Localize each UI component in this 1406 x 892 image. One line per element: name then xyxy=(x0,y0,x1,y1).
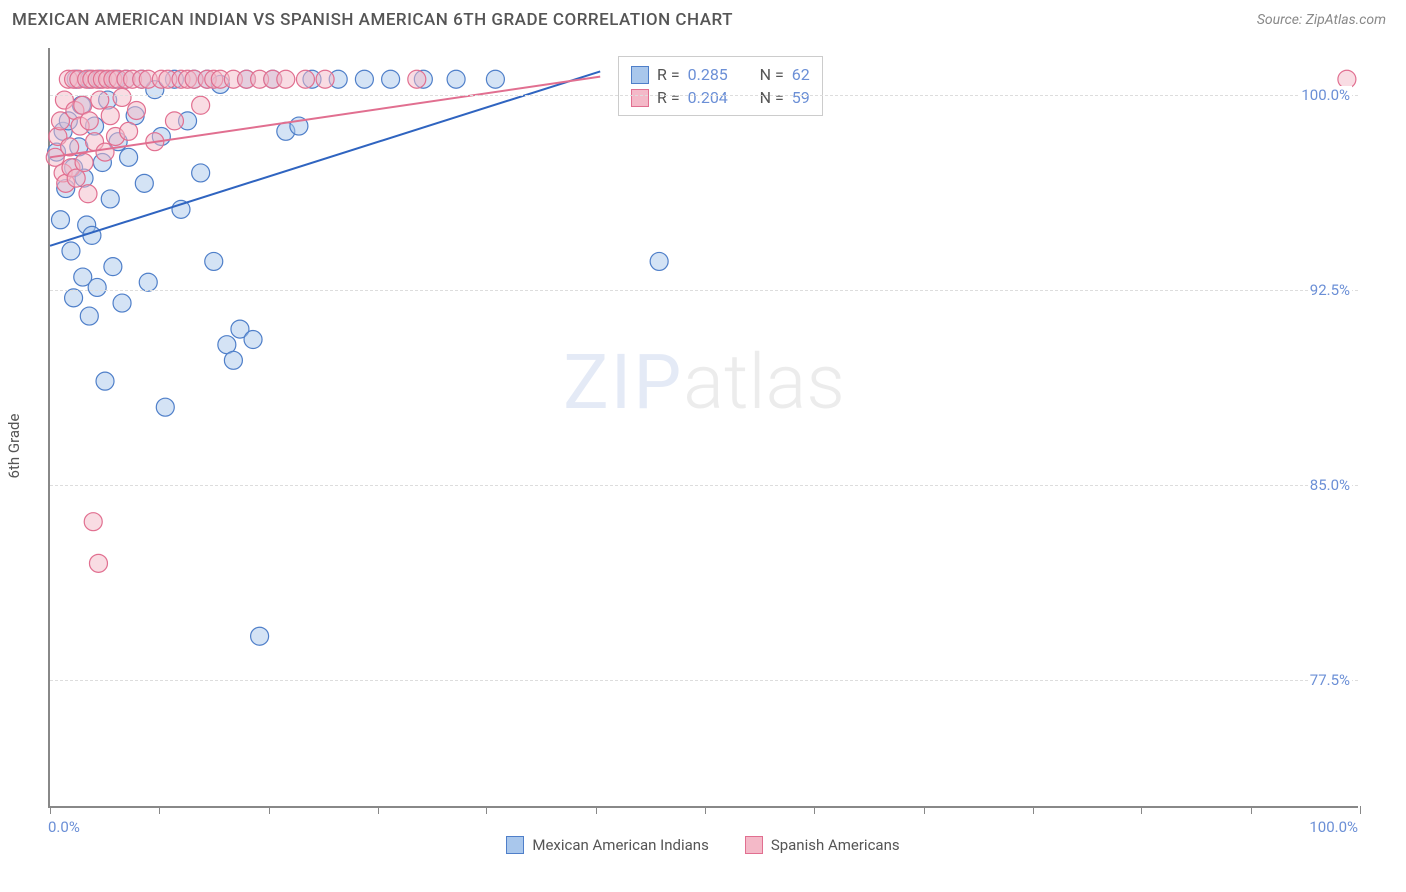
scatter-point xyxy=(382,70,400,88)
r-value: 0.285 xyxy=(688,65,746,84)
gridline xyxy=(50,290,1358,291)
scatter-point xyxy=(96,143,114,161)
scatter-point xyxy=(192,164,210,182)
scatter-point xyxy=(88,278,106,296)
scatter-point xyxy=(80,307,98,325)
legend-swatch xyxy=(631,66,649,84)
legend-swatch xyxy=(745,836,763,854)
n-value: 62 xyxy=(792,65,810,84)
scatter-point xyxy=(120,148,138,166)
chart-source: Source: ZipAtlas.com xyxy=(1257,12,1386,28)
scatter-point xyxy=(84,513,102,531)
scatter-point xyxy=(80,112,98,130)
correlation-legend: R = 0.285 N = 62 R = 0.204 N = 59 xyxy=(618,56,823,116)
scatter-point xyxy=(113,88,131,106)
x-tick xyxy=(378,806,379,814)
x-axis-label: 100.0% xyxy=(1309,818,1358,836)
scatter-point xyxy=(192,96,210,114)
legend-swatch xyxy=(631,89,649,107)
scatter-point xyxy=(62,242,80,260)
scatter-point xyxy=(277,70,295,88)
x-tick xyxy=(705,806,706,814)
x-tick xyxy=(596,806,597,814)
scatter-point xyxy=(96,372,114,390)
x-tick xyxy=(486,806,487,814)
source-name: ZipAtlas.com xyxy=(1306,12,1386,28)
scatter-point xyxy=(139,273,157,291)
scatter-point xyxy=(51,211,69,229)
x-tick xyxy=(1033,806,1034,814)
n-label: N = xyxy=(760,88,784,107)
legend-swatch xyxy=(506,836,524,854)
r-value: 0.204 xyxy=(688,88,746,107)
scatter-point xyxy=(101,107,119,125)
scatter-point xyxy=(650,252,668,270)
y-axis-label: 6th Grade xyxy=(5,414,23,479)
scatter-point xyxy=(120,122,138,140)
scatter-point xyxy=(89,554,107,572)
scatter-point xyxy=(408,70,426,88)
source-prefix: Source: xyxy=(1257,12,1306,28)
legend-label: Mexican American Indians xyxy=(532,836,708,854)
y-tick-label: 85.0% xyxy=(1308,476,1352,494)
y-tick-label: 92.5% xyxy=(1308,281,1352,299)
x-tick xyxy=(924,806,925,814)
scatter-point xyxy=(65,289,83,307)
scatter-point xyxy=(165,112,183,130)
n-value: 59 xyxy=(792,88,810,107)
x-tick xyxy=(1360,806,1361,814)
x-tick xyxy=(50,806,51,814)
scatter-point xyxy=(113,294,131,312)
x-axis-label: 0.0% xyxy=(48,818,80,836)
scatter-point xyxy=(156,398,174,416)
scatter-point xyxy=(91,91,109,109)
chart-title: MEXICAN AMERICAN INDIAN VS SPANISH AMERI… xyxy=(12,10,733,30)
scatter-point xyxy=(127,101,145,119)
scatter-point xyxy=(316,70,334,88)
scatter-point xyxy=(447,70,465,88)
scatter-point xyxy=(79,185,97,203)
scatter-point xyxy=(296,70,314,88)
legend-item: Mexican American Indians xyxy=(506,836,708,854)
legend-row: R = 0.285 N = 62 xyxy=(631,63,810,86)
scatter-point xyxy=(104,258,122,276)
legend-row: R = 0.204 N = 59 xyxy=(631,86,810,109)
r-label: R = xyxy=(657,88,680,107)
scatter-point xyxy=(486,70,504,88)
gridline xyxy=(50,485,1358,486)
scatter-point xyxy=(205,252,223,270)
series-legend: Mexican American Indians Spanish American… xyxy=(0,836,1406,854)
x-tick xyxy=(159,806,160,814)
n-label: N = xyxy=(760,65,784,84)
r-label: R = xyxy=(657,65,680,84)
scatter-point xyxy=(135,174,153,192)
scatter-point xyxy=(75,154,93,172)
legend-label: Spanish Americans xyxy=(771,836,900,854)
scatter-svg xyxy=(50,48,1358,806)
scatter-point xyxy=(355,70,373,88)
scatter-point xyxy=(101,190,119,208)
x-tick xyxy=(814,806,815,814)
x-tick xyxy=(1141,806,1142,814)
chart-header: MEXICAN AMERICAN INDIAN VS SPANISH AMERI… xyxy=(0,0,1406,36)
y-tick-label: 77.5% xyxy=(1308,671,1352,689)
x-tick xyxy=(1251,806,1252,814)
plot-area: ZIPatlas R =0.285N =62R =0.204N =59 100.… xyxy=(48,48,1358,808)
gridline xyxy=(50,95,1358,96)
scatter-point xyxy=(251,627,269,645)
legend-item: Spanish Americans xyxy=(745,836,900,854)
gridline xyxy=(50,680,1358,681)
scatter-point xyxy=(224,351,242,369)
y-tick-label: 100.0% xyxy=(1299,86,1352,104)
x-tick xyxy=(269,806,270,814)
scatter-point xyxy=(244,331,262,349)
